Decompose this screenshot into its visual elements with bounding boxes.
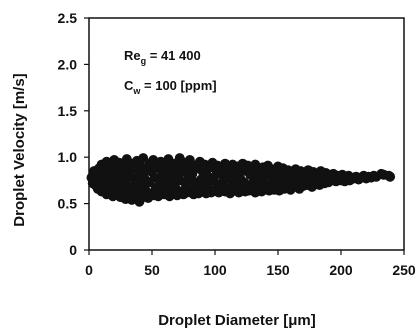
x-tick-label: 100 bbox=[203, 262, 227, 278]
y-tick-label: 2.0 bbox=[58, 56, 78, 72]
x-axis-label: Droplet Diameter [μm] bbox=[158, 312, 316, 329]
data-point bbox=[148, 155, 159, 165]
y-tick-label: 0.5 bbox=[58, 196, 78, 212]
reynolds-value: = 41 400 bbox=[146, 48, 201, 63]
reynolds-main: Re bbox=[124, 48, 141, 63]
plot-frame bbox=[88, 17, 405, 251]
x-tick-label: 50 bbox=[144, 262, 160, 278]
y-axis-label: Droplet Velocity [m/s] bbox=[11, 73, 28, 226]
axis-ticks: 0 50 100 150 200 250 0 0.5 1.0 1.5 2.0 2.5 bbox=[58, 10, 416, 278]
y-tick-label: 1.0 bbox=[58, 149, 78, 165]
concentration-value: = 100 [ppm] bbox=[140, 78, 216, 93]
x-tick-label: 0 bbox=[85, 262, 93, 278]
concentration-main: C bbox=[124, 78, 134, 93]
reynolds-annotation: Reg = 41 400 bbox=[124, 48, 201, 66]
y-tick-label: 0 bbox=[69, 242, 77, 258]
y-tick-label: 2.5 bbox=[58, 10, 78, 26]
x-tick-label: 200 bbox=[329, 262, 353, 278]
y-tick-label: 1.5 bbox=[58, 103, 78, 119]
concentration-annotation: Cw = 100 [ppm] bbox=[124, 78, 217, 96]
x-tick-label: 150 bbox=[266, 262, 290, 278]
data-point bbox=[385, 171, 396, 182]
data-points bbox=[86, 153, 396, 207]
x-tick-label: 250 bbox=[392, 262, 416, 278]
reynolds-subscript: g bbox=[141, 56, 147, 66]
concentration-subscript: w bbox=[132, 86, 141, 96]
